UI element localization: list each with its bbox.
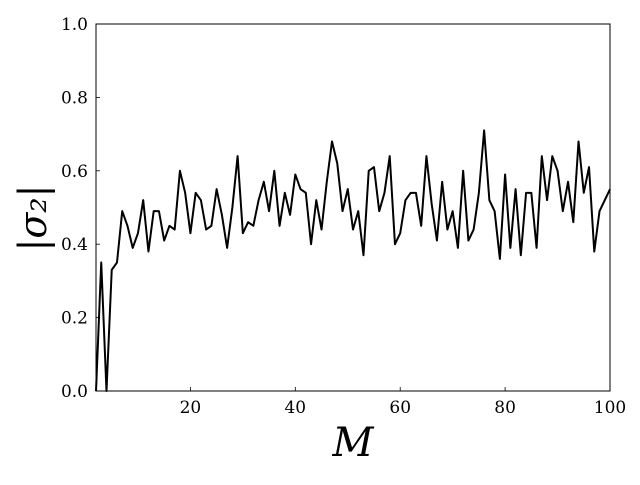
y-axis-label: |σ₂| — [11, 185, 55, 252]
x-tick-label: 100 — [594, 398, 626, 418]
x-tick-label: 40 — [284, 398, 306, 418]
x-axis-label: M — [332, 420, 375, 466]
y-tick-label: 0.0 — [61, 382, 88, 402]
y-tick-label: 0.8 — [61, 88, 88, 108]
y-tick-label: 1.0 — [61, 15, 88, 35]
y-tick-label: 0.4 — [61, 235, 88, 255]
x-tick-label: 60 — [389, 398, 411, 418]
y-tick-label: 0.6 — [61, 162, 88, 182]
x-tick-label: 80 — [494, 398, 516, 418]
x-ticks: 20 40 60 80 100 — [180, 387, 626, 418]
y-tick-label: 0.2 — [61, 309, 88, 329]
series-line — [95, 129, 611, 392]
x-tick-label: 20 — [180, 398, 202, 418]
plot-frame — [95, 23, 611, 392]
series-group — [95, 129, 611, 392]
y-ticks: 0.0 0.2 0.4 0.6 0.8 1.0 — [61, 15, 100, 402]
